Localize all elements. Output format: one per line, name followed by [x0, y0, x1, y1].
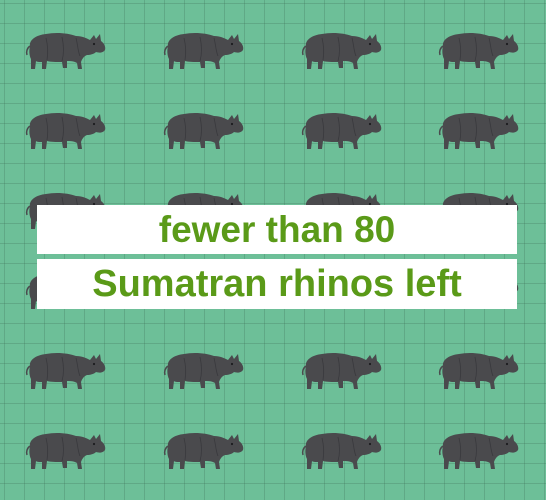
headline-banner-2: Sumatran rhinos left	[37, 259, 517, 309]
rhino-icon	[300, 348, 384, 394]
headline-line-1: fewer than 80	[158, 208, 396, 250]
rhino-icon	[24, 428, 108, 474]
rhino-icon	[162, 108, 246, 154]
rhino-icon	[437, 108, 521, 154]
rhino-icon	[162, 348, 246, 394]
rhino-icon	[300, 28, 384, 74]
rhino-icon	[437, 348, 521, 394]
rhino-icon	[300, 108, 384, 154]
headline-line-2: Sumatran rhinos left	[92, 262, 462, 305]
rhino-icon	[24, 28, 108, 74]
rhino-icon	[437, 28, 521, 74]
rhino-icon	[24, 108, 108, 154]
rhino-icon	[300, 428, 384, 474]
headline-banner-1: fewer than 80	[37, 205, 517, 254]
rhino-icon	[437, 428, 521, 474]
rhino-icon	[162, 428, 246, 474]
rhino-icon	[24, 348, 108, 394]
rhino-icon	[162, 28, 246, 74]
